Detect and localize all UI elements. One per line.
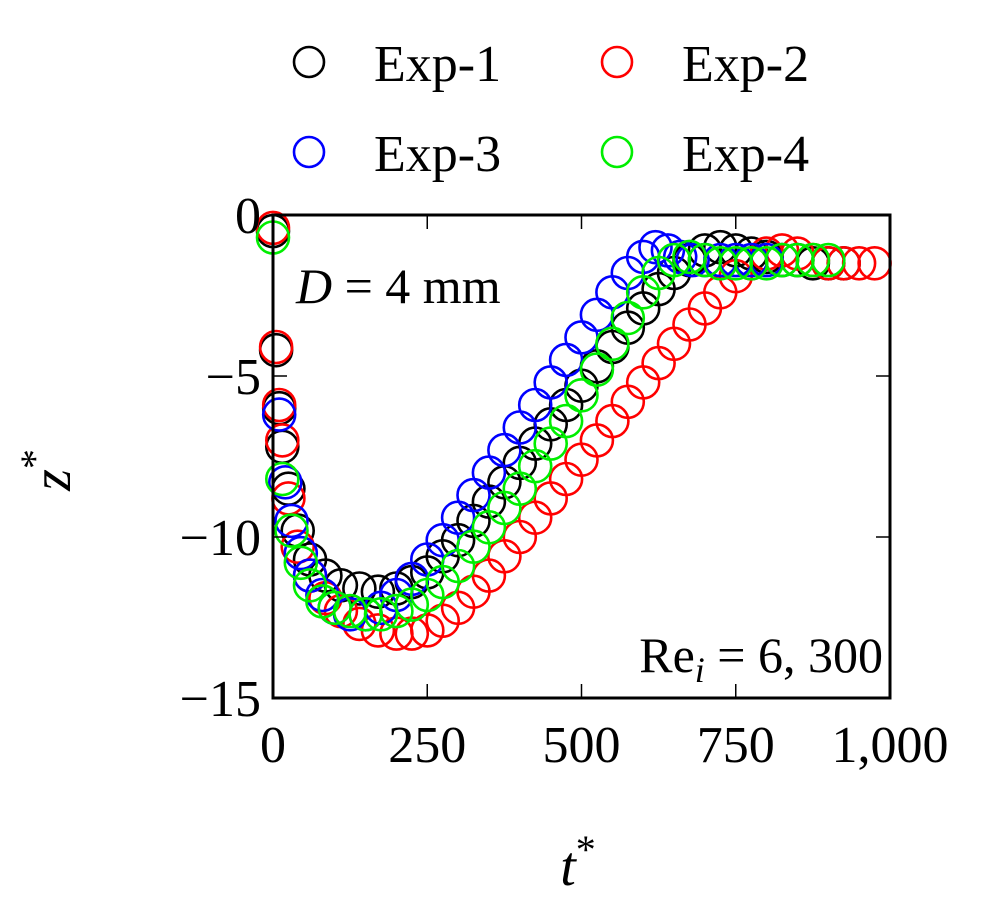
data-point (363, 596, 399, 632)
data-point (579, 352, 615, 387)
data-point (258, 329, 294, 365)
data-point (517, 500, 553, 536)
ticks: 0 250 500 750 1,000 0 −5 −10 −15 (180, 188, 949, 774)
data-point (548, 461, 584, 497)
data-point (517, 387, 553, 423)
annotations: D = 4 mm Rei = 6, 300 (295, 258, 883, 690)
y-tick-label: −5 (206, 349, 261, 406)
data-point (641, 345, 676, 381)
legend: Exp-1 Exp-2 Exp-3 Exp-4 (292, 36, 809, 183)
data-point (675, 242, 710, 278)
y-tick-label: 0 (235, 188, 261, 245)
data-point (261, 397, 297, 432)
data-point (548, 403, 584, 439)
legend-marker (600, 45, 634, 79)
y-tick-label: −15 (180, 671, 261, 728)
axis-labels: t* z* (12, 449, 596, 898)
data-point (795, 242, 831, 278)
data-point (564, 320, 599, 355)
data-point (564, 377, 599, 413)
data-point (579, 297, 615, 333)
data-point (360, 574, 396, 610)
plot-points (255, 210, 892, 651)
data-point (610, 384, 646, 420)
data-point (579, 423, 615, 458)
x-tick-label: 0 (260, 717, 286, 774)
data-point (264, 461, 300, 497)
data-point (595, 403, 630, 439)
legend-entry: Exp-4 (600, 126, 809, 183)
legend-entry: Exp-2 (600, 36, 809, 93)
x-tick-label: 1,000 (832, 717, 949, 774)
data-point (610, 300, 646, 336)
data-point (502, 519, 538, 555)
data-point (810, 242, 846, 278)
data-point (264, 423, 300, 458)
legend-entry: Exp-1 (292, 36, 501, 93)
data-point (564, 442, 599, 478)
y-tick-label: −10 (180, 510, 261, 567)
legend-entry: Exp-3 (292, 126, 501, 183)
data-point (280, 529, 316, 565)
legend-label: Exp-3 (374, 126, 501, 183)
legend-marker (600, 135, 634, 169)
y-axis-label: z* (12, 449, 83, 492)
data-point (258, 332, 294, 368)
legend-marker (292, 45, 326, 79)
data-point (548, 342, 584, 378)
data-point (283, 545, 319, 581)
data-point (595, 329, 630, 365)
diameter-annotation: D = 4 mm (295, 258, 501, 314)
data-point (274, 503, 309, 539)
legend-label: Exp-4 (682, 126, 809, 183)
data-point (261, 390, 297, 426)
legend-marker (292, 135, 326, 169)
data-point (579, 348, 615, 384)
data-point (274, 513, 309, 548)
x-tick-label: 500 (543, 717, 621, 774)
data-point (638, 229, 673, 265)
x-tick-label: 250 (388, 717, 466, 774)
reynolds-annotation: Rei = 6, 300 (639, 627, 883, 690)
x-tick-label: 750 (697, 717, 775, 774)
data-point (533, 481, 569, 516)
data-point (379, 593, 414, 629)
data-point (264, 429, 300, 465)
data-point (267, 464, 303, 500)
data-point (595, 326, 630, 362)
data-point (625, 365, 661, 400)
data-point (283, 535, 319, 571)
data-point (487, 538, 522, 574)
legend-label: Exp-2 (682, 36, 809, 93)
data-point (261, 387, 297, 423)
series-4 (255, 220, 846, 632)
data-point (533, 365, 569, 400)
data-point (656, 326, 692, 362)
x-axis-label: t* (560, 827, 596, 898)
data-point (342, 571, 377, 606)
legend-label: Exp-1 (374, 36, 501, 93)
